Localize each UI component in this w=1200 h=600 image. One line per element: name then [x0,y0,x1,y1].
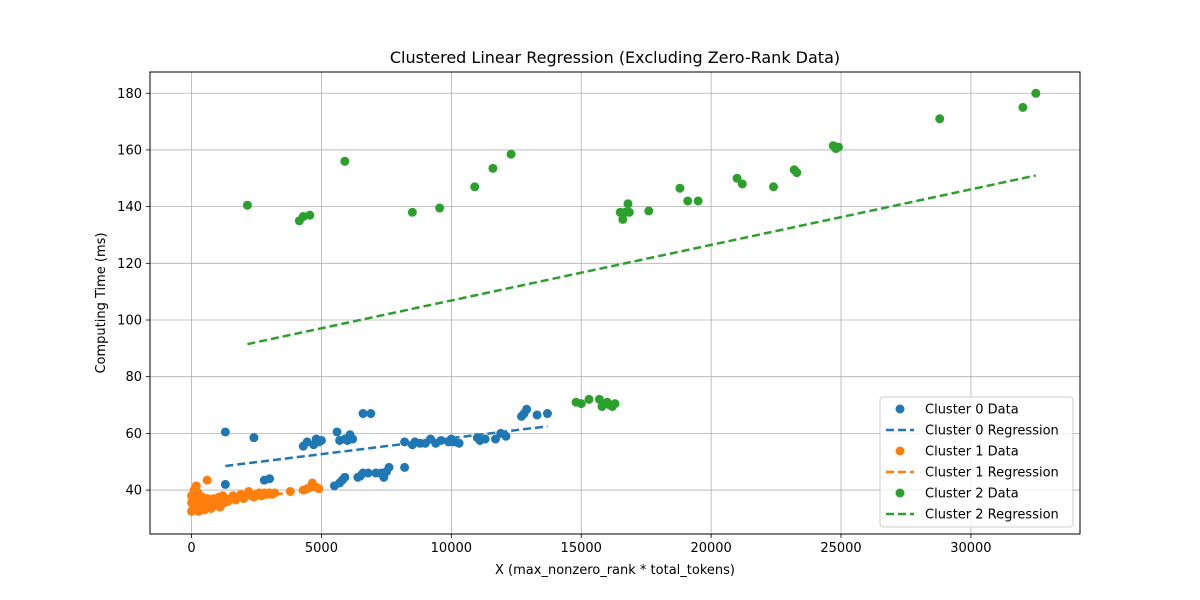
y-tick-label: 100 [117,314,142,329]
legend-marker [895,446,905,456]
legend-item: Cluster 2 Regression [886,508,1059,523]
y-tick-label: 180 [117,87,142,102]
x-tick-label: 5000 [305,541,338,556]
legend-label: Cluster 2 Regression [925,508,1059,523]
data-point [435,203,445,213]
data-point [305,210,315,220]
legend-box [879,396,1074,528]
legend-label: Cluster 1 Data [925,445,1019,460]
data-point [737,179,747,189]
plot-data [187,88,1041,516]
data-point [342,435,352,445]
x-tick-label: 25000 [820,541,861,556]
x-tick-label: 0 [187,541,195,556]
data-point [400,462,410,472]
legend-item: Cluster 1 Data [895,445,1019,460]
data-point [488,163,498,173]
data-point [623,199,633,209]
data-point [358,409,368,419]
data-point [454,438,464,448]
data-point [191,481,201,491]
data-point [470,182,480,192]
y-tick-label: 40 [125,484,142,499]
data-point [624,207,634,217]
regression-line [225,425,548,468]
data-point [683,196,693,206]
data-point [220,479,230,489]
data-point [675,183,685,193]
y-tick-label: 140 [117,200,142,215]
data-point [732,173,742,183]
series-5 [247,174,1037,346]
x-tick-label: 20000 [690,541,731,556]
data-point [480,434,490,444]
data-point [501,431,511,441]
y-axis-label: Computing Time (ms) [94,232,109,373]
data-point [610,399,620,409]
data-point [491,434,501,444]
chart-title: Clustered Linear Regression (Excluding Z… [390,48,840,67]
regression-line [247,174,1037,346]
legend-label: Cluster 0 Data [925,403,1019,418]
data-point [1018,102,1028,112]
data-point [363,468,373,478]
series-4 [242,88,1041,411]
legend-label: Cluster 2 Data [925,487,1019,502]
data-point [1031,88,1041,98]
legend-label: Cluster 1 Regression [925,466,1059,481]
data-point [384,462,394,472]
y-tick-label: 160 [117,143,142,158]
legend-item: Cluster 1 Regression [886,466,1059,481]
plot-frame [149,71,1081,535]
data-point [693,196,703,206]
legend-label: Cluster 0 Regression [925,424,1059,439]
data-point [584,394,594,404]
data-point [532,410,542,420]
data-point [768,182,778,192]
data-point [220,427,230,437]
ticks: 0 5000 10000 15000 20000 25000 30000 40 60 80 100 1… [117,87,991,556]
legend-item: Cluster 0 Data [895,403,1019,418]
regression-line [191,487,320,507]
data-point [542,409,552,419]
data-point [506,149,516,159]
data-point [249,433,259,443]
x-tick-label: 10000 [431,541,472,556]
data-point [264,474,274,484]
series-2 [187,475,324,516]
data-point [202,475,212,485]
y-tick-label: 120 [117,257,142,272]
x-axis-label: X (max_nonzero_rank * total_tokens) [495,563,735,578]
data-point [340,156,350,166]
data-point [618,214,628,224]
legend-item: Cluster 0 Regression [886,424,1059,439]
data-point [332,427,342,437]
data-point [833,142,843,152]
data-point [340,472,350,482]
legend-marker [895,404,905,414]
data-point [935,114,945,124]
data-point [366,409,376,419]
data-point [314,484,324,494]
x-tick-label: 15000 [561,541,602,556]
y-tick-label: 60 [125,427,142,442]
legend-marker [895,488,905,498]
data-point [519,409,529,419]
data-point [792,168,802,178]
x-tick-label: 30000 [950,541,991,556]
data-point [379,472,389,482]
legend-item: Cluster 2 Data [895,487,1019,502]
data-point [242,200,252,210]
y-tick-label: 80 [125,370,142,385]
legend: Cluster 0 Data Cluster 0 Regression Cluste… [879,396,1074,528]
data-point [407,207,417,217]
series-1 [225,425,548,468]
data-point [644,206,654,216]
data-point [316,435,326,445]
data-point [576,399,586,409]
series-3 [191,487,320,507]
